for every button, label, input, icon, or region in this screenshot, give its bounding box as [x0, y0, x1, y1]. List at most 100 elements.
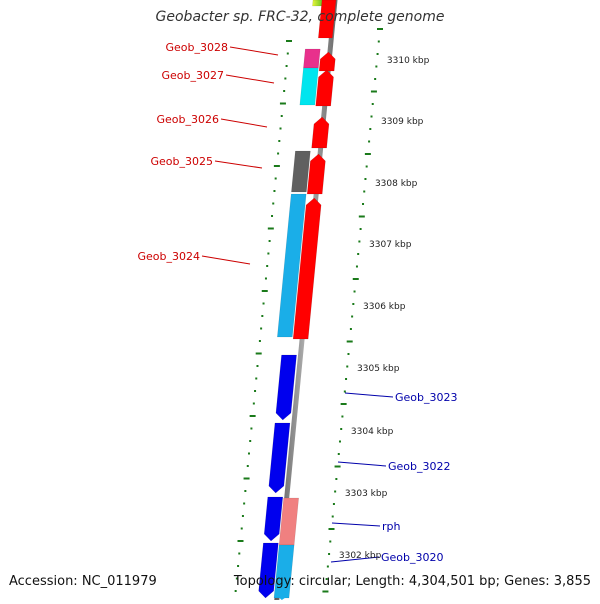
kbp-tick-labels: 3310 kbp 3309 kbp 3308 kbp 3307 kbp 3306 kbp… — [339, 56, 430, 561]
label-leader — [229, 46, 279, 56]
outer-tick — [347, 353, 350, 355]
label-leader — [220, 118, 268, 128]
outer-tick-track — [322, 28, 383, 593]
gene-arrow — [258, 542, 279, 599]
gene-label: rph — [382, 520, 401, 533]
inner-tick — [254, 390, 257, 392]
chart-title: Geobacter sp. FRC-32, complete genome — [155, 9, 445, 25]
outer-tick — [326, 565, 329, 568]
inner-tick — [268, 240, 271, 242]
inner-tick — [286, 40, 292, 42]
gene-arrow — [292, 197, 322, 340]
outer-tick — [331, 515, 334, 518]
gene-label: Geob_3020 — [381, 551, 444, 564]
outer-tick — [364, 178, 367, 180]
inner-tick — [274, 177, 277, 180]
gene-arrow — [306, 153, 326, 195]
inner-tick — [286, 52, 289, 55]
outer-tick — [362, 203, 365, 205]
inner-tick — [255, 377, 258, 380]
label-leader — [330, 556, 380, 563]
outer-tick — [352, 303, 355, 305]
outer-tick — [329, 540, 332, 543]
kbp-tick-label: 3309 kbp — [381, 117, 424, 127]
outer-tick — [355, 265, 358, 268]
outer-tick — [369, 128, 372, 130]
outer-tick — [358, 240, 361, 243]
inner-tick — [277, 152, 280, 155]
gene-label-leaders — [201, 46, 394, 563]
gene-label: Geob_3022 — [388, 460, 451, 473]
outer-tick — [346, 365, 349, 368]
kbp-tick-label: 3303 kbp — [345, 489, 388, 499]
inner-tick — [271, 215, 274, 217]
gene-label: Geob_3023 — [395, 391, 458, 404]
gene-arrow — [315, 69, 334, 107]
gene-arrow — [268, 422, 291, 494]
inner-tick — [250, 427, 253, 430]
inner-tick — [249, 440, 252, 442]
inner-tick — [244, 490, 247, 492]
inner-tick — [267, 252, 270, 255]
inner-tick — [252, 402, 255, 405]
inner-tick — [243, 502, 246, 505]
outer-tick — [365, 165, 368, 168]
inner-tick — [280, 115, 283, 117]
gene-arrows — [258, 0, 337, 599]
inner-tick — [283, 90, 286, 92]
kbp-tick-label: 3310 kbp — [387, 56, 430, 66]
outer-tick — [332, 503, 335, 505]
inner-tick — [255, 352, 262, 355]
outer-tick — [340, 428, 343, 430]
gene-label: Geob_3027 — [162, 69, 225, 82]
label-leader — [344, 392, 394, 398]
inner-tick — [256, 365, 259, 367]
inner-tick — [234, 590, 237, 592]
inner-tick — [249, 415, 256, 417]
outer-tick — [364, 153, 371, 155]
kbp-tick-label: 3305 kbp — [357, 364, 400, 374]
inner-tick — [273, 165, 280, 167]
outer-tick — [374, 78, 377, 80]
inner-tick — [262, 302, 265, 305]
outer-tick — [351, 315, 354, 318]
inner-tick — [278, 140, 281, 142]
gene-arrow — [311, 116, 330, 149]
inner-tick — [261, 290, 268, 292]
accession-text: Accession: NC_011979 — [9, 574, 157, 589]
gene-arrow — [275, 354, 297, 421]
inner-tick — [238, 552, 241, 555]
gene-block-tail — [276, 595, 290, 600]
outer-tick — [322, 590, 329, 593]
outer-tick — [346, 340, 353, 343]
outer-tick — [335, 478, 338, 480]
inner-tick-track — [234, 40, 292, 592]
outer-tick — [370, 115, 373, 118]
kbp-tick-label: 3302 kbp — [339, 551, 382, 561]
gene-label: Geob_3028 — [166, 41, 229, 54]
outer-tick — [325, 578, 328, 580]
inner-tick — [272, 202, 275, 205]
inner-tick — [235, 577, 238, 580]
inner-tick — [243, 477, 250, 480]
outer-tick — [353, 290, 356, 293]
kbp-tick-label: 3306 kbp — [363, 302, 406, 312]
label-leader — [337, 461, 387, 467]
gene-block — [303, 48, 321, 69]
inner-tick — [264, 277, 267, 280]
inner-tick — [246, 465, 249, 467]
inner-tick — [237, 565, 240, 567]
label-leader — [201, 255, 251, 265]
gene-label: Geob_3026 — [157, 113, 220, 126]
inner-tick — [285, 65, 288, 67]
inner-tick — [279, 102, 286, 105]
outer-tick — [368, 140, 371, 143]
outer-tick — [370, 90, 377, 93]
inner-tick — [266, 265, 269, 267]
gene-label: Geob_3024 — [138, 250, 201, 263]
outer-tick — [352, 278, 359, 280]
outer-tick — [375, 65, 378, 68]
outer-tick — [328, 528, 335, 530]
label-leader — [214, 160, 263, 169]
